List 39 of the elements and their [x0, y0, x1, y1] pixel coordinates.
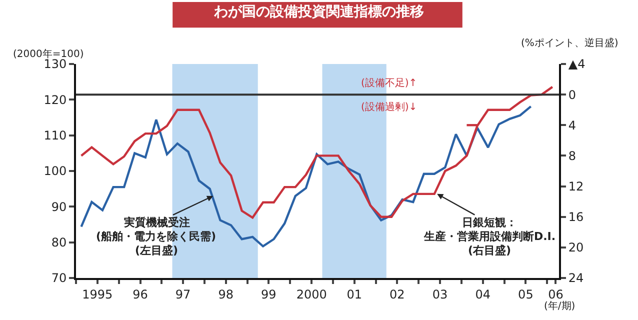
- y-axis-title: (2000年=100): [13, 48, 84, 60]
- y2-tick-label: 20: [568, 240, 584, 255]
- x-tick-label: 2000: [296, 287, 327, 302]
- y2-tick-label: 0: [568, 88, 576, 102]
- x-tick-label: 03: [432, 287, 448, 302]
- x-tick-label: 99: [261, 287, 276, 302]
- x-tick-label: 1995: [82, 287, 113, 302]
- annotation: (設備過剰)↓: [361, 101, 418, 113]
- x-tick-label: 97: [175, 287, 191, 302]
- x-tick-label: 02: [390, 287, 405, 302]
- x-tick-label: 01: [346, 287, 362, 302]
- x-tick-label: 96: [132, 287, 148, 302]
- annotation: (設備不足)↑: [361, 77, 418, 89]
- x-tick-label: 98: [218, 287, 234, 302]
- y2-tick-label: 4: [568, 118, 576, 132]
- y2-axis-title: (%ポイント、逆目盛): [521, 37, 618, 49]
- annotation: (右目盛): [468, 244, 512, 257]
- y2-tick-label: 12: [568, 179, 584, 194]
- y2-tick-label: 16: [568, 210, 584, 224]
- y-tick-label: 80: [51, 236, 67, 250]
- x-axis-title: (年/期): [544, 300, 576, 312]
- y-tick-label: 120: [44, 92, 67, 107]
- annotation: 実質機械受注: [123, 216, 190, 229]
- x-tick-label: 04: [475, 287, 491, 302]
- y-tick-label: 130: [44, 57, 67, 72]
- annotation: 生産・営業用設備判断D.I.: [423, 230, 556, 243]
- y-tick-label: 90: [51, 200, 67, 214]
- y2-tick-label: 8: [568, 148, 576, 163]
- y2-tick-label: ▲4: [568, 57, 586, 72]
- y-tick-label: 110: [44, 128, 67, 143]
- x-tick-label: 06: [548, 287, 564, 302]
- annotation: (船舶・電力を除く民需): [96, 230, 216, 243]
- x-tick-label: 05: [518, 287, 534, 302]
- annotation: (左目盛): [135, 244, 178, 257]
- y-tick-label: 100: [44, 164, 67, 178]
- y2-tick-label: 24: [568, 271, 584, 286]
- chart-title: わが国の設備投資関連指標の推移: [213, 4, 424, 20]
- y-tick-label: 70: [51, 271, 67, 286]
- annotation: 日銀短観：: [462, 216, 517, 229]
